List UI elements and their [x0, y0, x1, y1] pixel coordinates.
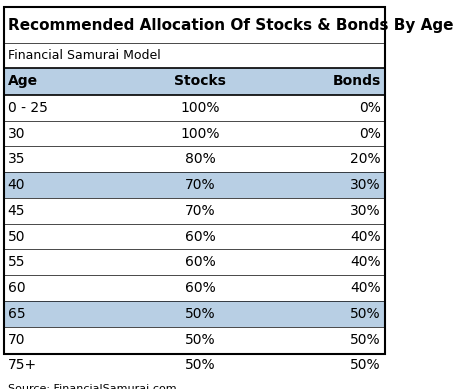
- Bar: [4, 146, 384, 172]
- Text: Age: Age: [8, 74, 38, 88]
- Bar: [4, 43, 384, 68]
- Bar: [4, 95, 384, 121]
- Text: 100%: 100%: [180, 101, 220, 115]
- Text: 60%: 60%: [184, 230, 215, 244]
- Bar: [4, 327, 384, 352]
- Text: 50%: 50%: [185, 358, 215, 372]
- Text: 45: 45: [8, 204, 25, 218]
- Text: 50%: 50%: [185, 307, 215, 321]
- Text: 50%: 50%: [185, 333, 215, 347]
- Text: Recommended Allocation Of Stocks & Bonds By Age: Recommended Allocation Of Stocks & Bonds…: [8, 18, 453, 33]
- Text: 70: 70: [8, 333, 25, 347]
- Bar: [4, 352, 384, 378]
- Text: 40%: 40%: [350, 255, 381, 269]
- Bar: [4, 249, 384, 275]
- Text: 0 - 25: 0 - 25: [8, 101, 48, 115]
- Text: 60: 60: [8, 281, 26, 295]
- Text: Source: FinancialSamurai.com: Source: FinancialSamurai.com: [8, 384, 176, 389]
- Text: 30%: 30%: [350, 178, 381, 192]
- Text: 30: 30: [8, 126, 25, 140]
- Text: 20%: 20%: [350, 152, 381, 166]
- Text: 50: 50: [8, 230, 25, 244]
- Text: 40%: 40%: [350, 230, 381, 244]
- Bar: [4, 378, 384, 389]
- Text: 70%: 70%: [185, 204, 215, 218]
- Text: 55: 55: [8, 255, 25, 269]
- Text: Bonds: Bonds: [332, 74, 381, 88]
- Bar: [4, 301, 384, 327]
- Text: 50%: 50%: [350, 358, 381, 372]
- Bar: [4, 224, 384, 249]
- Text: 60%: 60%: [184, 281, 215, 295]
- Text: 65: 65: [8, 307, 26, 321]
- Bar: [4, 121, 384, 146]
- Text: Stocks: Stocks: [174, 74, 226, 88]
- Bar: [4, 198, 384, 224]
- Text: 50%: 50%: [350, 333, 381, 347]
- Bar: [4, 68, 384, 95]
- Text: 75+: 75+: [8, 358, 37, 372]
- Text: 100%: 100%: [180, 126, 220, 140]
- Text: 0%: 0%: [359, 126, 381, 140]
- Text: 35: 35: [8, 152, 25, 166]
- Text: 40%: 40%: [350, 281, 381, 295]
- Text: 40: 40: [8, 178, 25, 192]
- Text: Financial Samurai Model: Financial Samurai Model: [8, 49, 161, 62]
- Text: 70%: 70%: [185, 178, 215, 192]
- Bar: [4, 275, 384, 301]
- Text: 80%: 80%: [184, 152, 215, 166]
- Bar: [4, 172, 384, 198]
- Text: 60%: 60%: [184, 255, 215, 269]
- Text: 30%: 30%: [350, 204, 381, 218]
- Text: 50%: 50%: [350, 307, 381, 321]
- Text: 0%: 0%: [359, 101, 381, 115]
